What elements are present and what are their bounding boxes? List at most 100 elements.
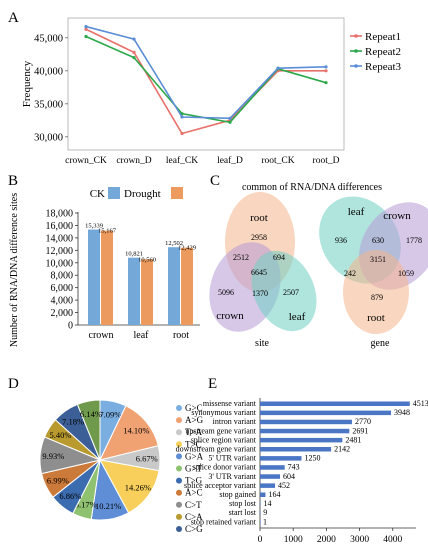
b-bar bbox=[168, 247, 180, 325]
panel-e-x-ticks: 0 1000 2000 3000 4000 bbox=[258, 528, 403, 545]
pie-slice-label: 5.17% bbox=[75, 500, 97, 510]
site-venn-region-count: 1370 bbox=[252, 289, 268, 298]
a-series-point bbox=[180, 131, 184, 136]
pie-slice-label: 14.26% bbox=[125, 482, 151, 492]
site-venn-diagram: root crown leaf 2958 2512 694 6645 5096 1370 2507… bbox=[209, 192, 317, 349]
gene-venn-region-count: 1059 bbox=[398, 269, 414, 278]
pie-legend-marker bbox=[176, 477, 182, 484]
e-bar-value-label: 4513 bbox=[413, 399, 428, 408]
pie-legend-marker bbox=[176, 453, 182, 460]
panel-a-series-lines bbox=[84, 24, 328, 136]
e-category-label: synonymous variant bbox=[191, 408, 256, 417]
pie-legend-marker bbox=[176, 429, 182, 436]
e-bar bbox=[260, 474, 281, 479]
b-y-tick-label: 6,000 bbox=[51, 283, 74, 294]
e-bar-value-label: 452 bbox=[278, 481, 290, 490]
e-x-tick-label: 0 bbox=[258, 535, 263, 545]
a-series-point bbox=[324, 69, 328, 73]
site-venn-set-label: crown bbox=[216, 310, 244, 322]
gene-venn-set-label: root bbox=[367, 312, 385, 324]
b-legend-swatch bbox=[108, 187, 120, 199]
pie-slice-label: 7.18% bbox=[62, 417, 84, 427]
pie-slice-label: 6.67% bbox=[136, 454, 158, 464]
e-bar bbox=[260, 465, 285, 470]
e-category-label: intron variant bbox=[213, 417, 257, 426]
b-bar bbox=[128, 257, 140, 325]
b-legend-swatch bbox=[171, 187, 183, 199]
e-bar bbox=[260, 510, 261, 516]
pie-legend-marker bbox=[176, 465, 182, 472]
e-bar-value-label: 9 bbox=[263, 508, 267, 517]
panel-b-y-axis-label: Number of RNA/DNA difference sites bbox=[9, 193, 20, 347]
panel-a-letter: A bbox=[8, 10, 19, 26]
e-bar-value-label: 2481 bbox=[345, 435, 361, 444]
pie-slice-label: 10.21% bbox=[95, 501, 121, 511]
b-bar-value-label: 15,339 bbox=[85, 223, 103, 230]
b-bar bbox=[101, 230, 113, 325]
e-x-tick-label: 1000 bbox=[284, 535, 303, 545]
b-bar-value-label: 12,429 bbox=[178, 245, 196, 252]
a-x-tick-label: leaf_D bbox=[217, 155, 243, 166]
a-y-tick-label: 35,000 bbox=[34, 99, 63, 110]
panel-b-bar-chart: Number of RNA/DNA difference sites 0 2,00… bbox=[9, 187, 200, 347]
e-category-label: splice donor variant bbox=[192, 463, 256, 472]
e-bar-value-label: 1 bbox=[263, 517, 267, 526]
panel-d-legend: G>C A>G T>A T>C G>A G>T T>G A>C C>T C>A C>G bbox=[176, 403, 204, 534]
pie-legend-marker bbox=[176, 526, 182, 532]
panel-d-pie-chart: 7.09%14.10% 6.67% 14.26% 10.21%5.17%6.86% 6.… bbox=[39, 399, 161, 521]
b-bar-value-label: 10,560 bbox=[138, 256, 156, 263]
gene-venn-region-count: 3151 bbox=[370, 255, 386, 264]
e-bar-value-label: 164 bbox=[268, 490, 280, 499]
b-y-tick-label: 4,000 bbox=[51, 296, 74, 307]
e-bar bbox=[260, 456, 302, 461]
site-venn-set-label: leaf bbox=[289, 311, 306, 323]
b-bar-value-label: 10,821 bbox=[125, 251, 143, 258]
pie-slice-label: 9.93% bbox=[42, 451, 64, 461]
b-y-tick-label: 2,000 bbox=[51, 308, 74, 319]
a-x-tick-label: crown_D bbox=[116, 156, 151, 166]
pie-slice bbox=[76, 399, 101, 461]
e-category-label: 5' UTR variant bbox=[208, 454, 256, 463]
pie-slice-label: 5.40% bbox=[49, 430, 71, 440]
a-legend-marker bbox=[354, 64, 358, 68]
e-bar bbox=[260, 401, 410, 406]
pie-legend-marker bbox=[176, 441, 182, 448]
e-bar-value-label: 1250 bbox=[304, 454, 320, 463]
e-bar bbox=[260, 519, 261, 525]
gene-venn-set-label: leaf bbox=[348, 206, 365, 218]
pie-legend-label: G>T bbox=[185, 464, 203, 474]
e-bar bbox=[260, 410, 392, 416]
a-series-point bbox=[132, 50, 136, 54]
b-bar bbox=[88, 229, 100, 325]
pie-slice-label: 6.86% bbox=[59, 491, 81, 501]
site-venn-region-count: 6645 bbox=[251, 268, 267, 277]
site-venn-region-count: 5096 bbox=[218, 288, 234, 297]
e-category-label: start lost bbox=[229, 508, 257, 517]
a-series-point bbox=[276, 66, 280, 70]
b-bar bbox=[141, 259, 153, 325]
pie-slice-label: 7.09% bbox=[99, 409, 121, 419]
a-x-tick-label: crown_CK bbox=[65, 156, 107, 166]
panel-c-letter: C bbox=[210, 173, 220, 189]
panel-a-line-chart: Frequency 30,000 35,000 40,000 45,000 crown… bbox=[21, 17, 402, 166]
a-y-tick-label: 30,000 bbox=[34, 132, 63, 143]
pie-slice bbox=[99, 459, 160, 514]
e-bar-value-label: 2691 bbox=[352, 426, 368, 435]
gene-venn-diagram: leaf crown root 936 630 1778 3151 242 1059 879 gen… bbox=[319, 196, 428, 349]
b-bar bbox=[181, 247, 193, 325]
a-x-tick-label: leaf_CK bbox=[166, 155, 198, 166]
panel-b-legend: CK Drought bbox=[90, 187, 183, 200]
gene-venn-region-count: 242 bbox=[344, 269, 356, 278]
a-x-tick-label: root_CK bbox=[261, 156, 294, 166]
a-y-tick-label: 45,000 bbox=[34, 33, 63, 44]
pie-legend-label: A>G bbox=[185, 415, 204, 425]
panel-b-letter: B bbox=[8, 173, 18, 189]
site-venn-region-count: 694 bbox=[273, 253, 285, 262]
gene-venn-title: gene bbox=[371, 338, 390, 349]
e-category-label: stop gained bbox=[219, 490, 256, 499]
pie-slice-label: 6.99% bbox=[47, 475, 69, 485]
e-bar bbox=[260, 492, 266, 497]
b-x-tick-label: crown bbox=[89, 330, 114, 341]
e-category-label: splice acceptor variant bbox=[184, 481, 257, 490]
